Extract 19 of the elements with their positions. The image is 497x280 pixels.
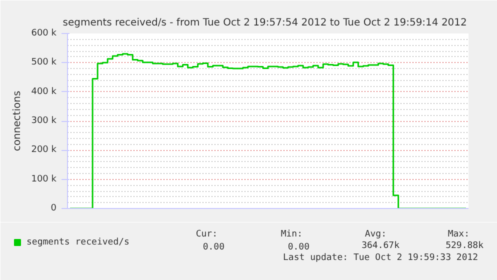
y-tick-label: 0 (50, 204, 57, 214)
text: 364.67k (362, 241, 400, 251)
text: Max: (448, 230, 470, 240)
legend-label: segments received/s (26, 238, 130, 248)
y-axis-title: connections (12, 90, 24, 152)
y-tick-label: 400 k (31, 86, 58, 97)
text: 529.88k (446, 241, 484, 251)
text: 0.00 (288, 242, 310, 252)
text: Avg: (364, 230, 387, 240)
y-tick-label: 600 k (31, 28, 58, 38)
y-tick-label: 300 k (31, 116, 58, 126)
text: Min: (280, 230, 303, 240)
chart-title: segments received/s - from Tue Oct 2 19:57:54 2012 to Tue Oct 2 19:59:14 2012 (62, 18, 467, 28)
y-tick-label: 200 k (31, 145, 58, 156)
text: 0.00 (202, 242, 225, 252)
y-tick-label: 100 k (31, 174, 58, 184)
text: Cur: (196, 230, 218, 240)
text: Last update: Tue Oct 2 19:59:33 2012 (283, 253, 478, 263)
y-tick-label: 500 k (31, 58, 58, 68)
